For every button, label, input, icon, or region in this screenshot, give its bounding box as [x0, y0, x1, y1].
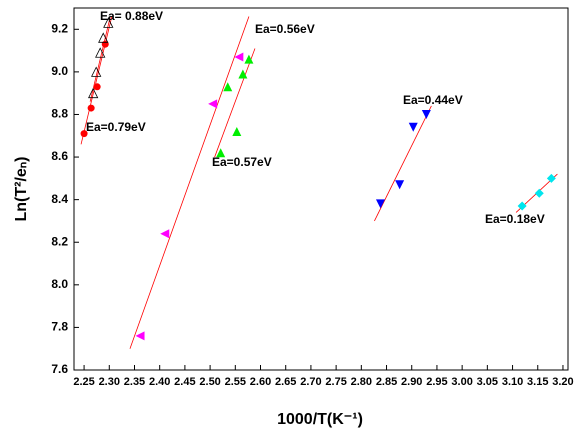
data-point	[135, 331, 145, 341]
x-tick-label: 2.45	[174, 376, 195, 388]
x-tick-label: 2.30	[99, 376, 120, 388]
data-point	[234, 52, 244, 62]
data-point	[421, 109, 431, 119]
y-tick-label: 8.6	[51, 149, 68, 163]
data-point	[87, 104, 95, 112]
annotation: Ea= 0.88eV	[100, 9, 163, 23]
data-point	[223, 82, 233, 92]
annotation: Ea=0.44eV	[403, 93, 463, 107]
data-point	[216, 148, 226, 158]
fit-line	[80, 16, 113, 145]
annotation: Ea=0.79eV	[86, 120, 146, 134]
data-point	[517, 201, 527, 211]
y-tick-label: 9.0	[51, 64, 68, 78]
y-tick-label: 8.2	[51, 234, 68, 248]
x-tick-label: 2.85	[376, 376, 397, 388]
data-point	[88, 87, 99, 99]
data-point	[408, 122, 418, 132]
data-point	[375, 199, 385, 209]
data-point	[395, 180, 405, 190]
x-tick-label: 2.35	[124, 376, 145, 388]
data-point	[546, 173, 556, 183]
annotation: Ea=0.18eV	[485, 212, 545, 226]
x-tick-label: 3.15	[527, 376, 548, 388]
x-tick-label: 2.25	[73, 376, 94, 388]
x-tick-label: 2.55	[225, 376, 246, 388]
y-tick-label: 8.8	[51, 107, 68, 121]
x-tick-label: 2.65	[275, 376, 296, 388]
fit-line	[374, 105, 432, 222]
x-tick-label: 2.90	[401, 376, 422, 388]
y-tick-label: 8.4	[51, 192, 68, 206]
x-tick-label: 3.20	[552, 376, 573, 388]
fit-line	[129, 16, 250, 349]
x-tick-label: 2.40	[149, 376, 170, 388]
annotation: Ea=0.57eV	[212, 155, 272, 169]
data-point	[93, 83, 101, 91]
plot-frame	[73, 7, 569, 371]
x-tick-label: 3.00	[451, 376, 472, 388]
data-point	[238, 69, 248, 79]
y-tick-label: 8.0	[51, 277, 68, 291]
x-tick-label: 3.05	[477, 376, 498, 388]
data-point	[534, 188, 544, 198]
y-axis-label: Ln(T²/eₙ)	[13, 156, 30, 221]
x-tick-label: 2.95	[426, 376, 447, 388]
data-point	[232, 127, 242, 137]
data-point	[98, 32, 109, 43]
y-tick-label: 7.8	[51, 320, 68, 334]
data-point	[160, 229, 170, 239]
data-point	[103, 17, 114, 28]
x-tick-label: 2.80	[351, 376, 372, 388]
x-tick-label: 3.10	[502, 376, 523, 388]
fit-line	[214, 48, 256, 158]
x-tick-label: 2.70	[300, 376, 321, 388]
x-tick-label: 2.75	[325, 376, 346, 388]
fit-line	[89, 16, 111, 102]
data-point	[208, 99, 218, 109]
data-point	[91, 66, 102, 77]
x-axis-label: 1000/T(K⁻¹)	[277, 411, 363, 428]
data-point	[95, 47, 106, 58]
x-tick-label: 2.60	[250, 376, 271, 388]
y-tick-label: 7.6	[51, 362, 68, 376]
x-tick-label: 2.50	[199, 376, 220, 388]
annotation: Ea=0.56eV	[255, 22, 315, 36]
data-point	[80, 130, 88, 138]
y-tick-label: 9.2	[51, 21, 68, 35]
data-point	[244, 54, 254, 64]
